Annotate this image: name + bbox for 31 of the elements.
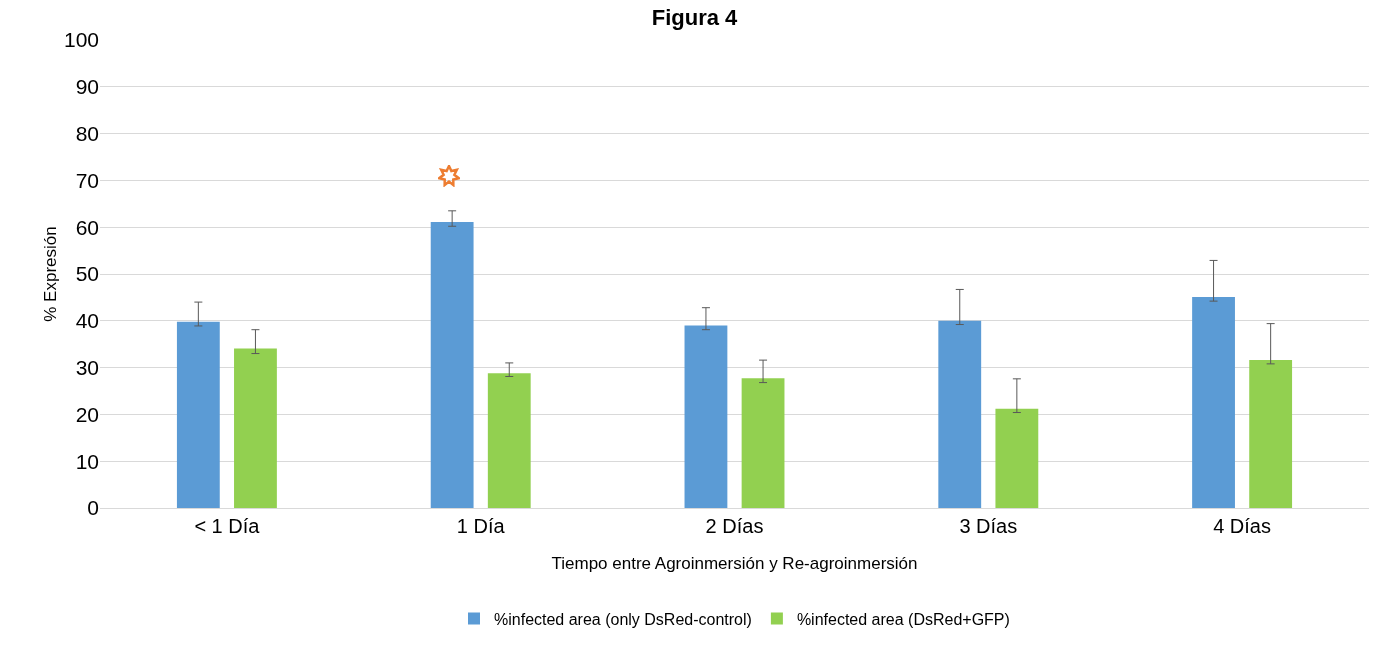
x-tick-label: 4 Días [1213, 515, 1272, 537]
x-tick-label: < 1 Día [194, 515, 261, 537]
y-tick-label: 70 [75, 168, 99, 192]
x-tick-label: 2 Días [705, 515, 764, 537]
y-tick-label: 60 [75, 215, 99, 239]
x-axis-title: Tiempo entre Agroinmersión y Re-agroinmersión [551, 554, 918, 573]
y-tick-label: 50 [75, 262, 99, 286]
bar [995, 408, 1039, 508]
bar [1192, 296, 1235, 508]
bar [1249, 360, 1293, 508]
y-axis-title: % Expresión [41, 226, 60, 322]
bar [684, 325, 728, 508]
y-tick-label: 0 [87, 496, 99, 520]
x-tick-label: 3 Días [959, 515, 1018, 537]
y-tick-label: 20 [75, 402, 99, 426]
bar [741, 378, 785, 508]
legend-label: %infected area (DsRed+GFP) [796, 610, 1010, 628]
y-tick-label: 90 [75, 75, 99, 99]
chart-title: Figura 4 [651, 5, 739, 31]
y-tick-label: 100 [63, 28, 99, 52]
y-tick-label: 10 [75, 449, 99, 473]
y-tick-label: 40 [75, 309, 99, 333]
x-tick-label: 1 Día [456, 515, 506, 537]
bar [487, 373, 531, 508]
bar [176, 321, 220, 508]
legend-label: %infected area (only DsRed-control) [494, 610, 752, 628]
y-tick-label: 30 [75, 355, 99, 379]
bar [430, 222, 474, 508]
y-tick-label: 80 [75, 121, 99, 145]
bar [234, 348, 277, 508]
bar [938, 320, 982, 508]
